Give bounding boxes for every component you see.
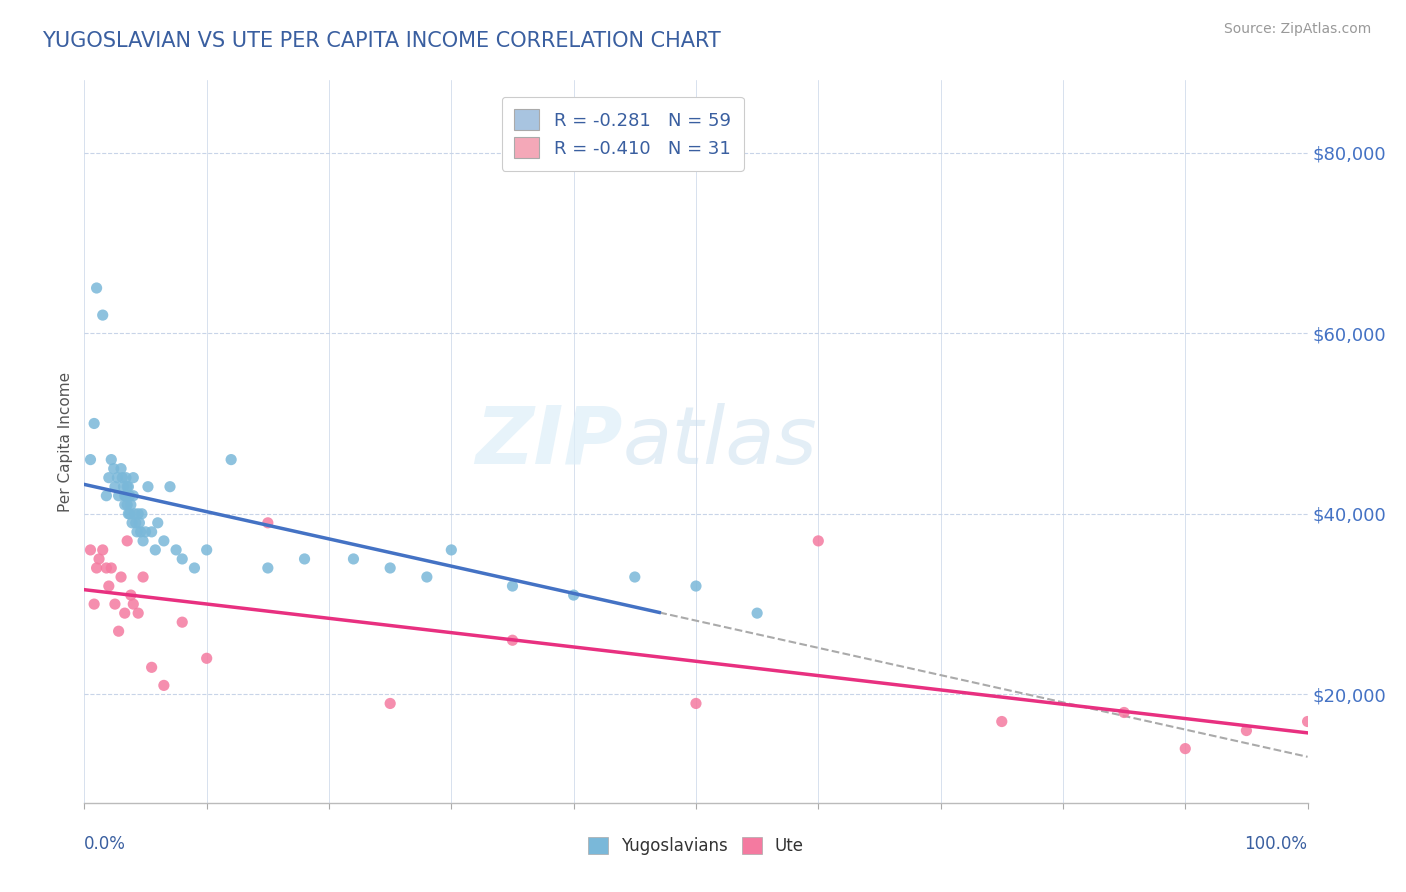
- Point: [112, 480, 135, 494]
- Point: [127, 507, 149, 521]
- Point: [172, 615, 194, 630]
- Point: [502, 579, 524, 593]
- Text: ZIP: ZIP: [475, 402, 623, 481]
- Point: [79, 542, 101, 557]
- Point: [107, 624, 129, 639]
- Point: [294, 552, 316, 566]
- Point: [624, 570, 647, 584]
- Point: [91, 308, 114, 322]
- Point: [110, 570, 132, 584]
- Point: [97, 470, 120, 484]
- Point: [97, 579, 120, 593]
- Point: [153, 533, 176, 548]
- Point: [129, 524, 152, 539]
- Point: [114, 498, 136, 512]
- Point: [685, 697, 707, 711]
- Point: [127, 606, 149, 620]
- Point: [380, 697, 402, 711]
- Text: 100.0%: 100.0%: [1244, 835, 1308, 854]
- Point: [115, 498, 138, 512]
- Point: [100, 452, 122, 467]
- Point: [1236, 723, 1258, 738]
- Point: [183, 561, 205, 575]
- Point: [79, 452, 101, 467]
- Point: [991, 714, 1014, 729]
- Point: [91, 542, 114, 557]
- Point: [136, 480, 159, 494]
- Point: [159, 480, 181, 494]
- Text: YUGOSLAVIAN VS UTE PER CAPITA INCOME CORRELATION CHART: YUGOSLAVIAN VS UTE PER CAPITA INCOME COR…: [42, 31, 721, 51]
- Point: [128, 516, 150, 530]
- Point: [86, 281, 108, 295]
- Point: [105, 470, 128, 484]
- Point: [562, 588, 585, 602]
- Text: Source: ZipAtlas.com: Source: ZipAtlas.com: [1223, 22, 1371, 37]
- Point: [104, 597, 127, 611]
- Point: [807, 533, 830, 548]
- Point: [118, 489, 141, 503]
- Point: [380, 561, 402, 575]
- Point: [96, 489, 118, 503]
- Point: [83, 597, 105, 611]
- Point: [114, 489, 136, 503]
- Point: [143, 542, 166, 557]
- Point: [257, 516, 280, 530]
- Legend: Yugoslavians, Ute: Yugoslavians, Ute: [579, 829, 813, 863]
- Point: [195, 542, 218, 557]
- Point: [120, 588, 142, 602]
- Point: [115, 480, 138, 494]
- Point: [114, 606, 136, 620]
- Point: [100, 561, 122, 575]
- Y-axis label: Per Capita Income: Per Capita Income: [58, 371, 73, 512]
- Point: [257, 561, 280, 575]
- Point: [125, 516, 148, 530]
- Point: [122, 489, 145, 503]
- Text: 0.0%: 0.0%: [84, 835, 127, 854]
- Point: [141, 524, 163, 539]
- Point: [107, 489, 129, 503]
- Point: [96, 561, 118, 575]
- Point: [118, 507, 141, 521]
- Point: [104, 480, 127, 494]
- Point: [1174, 741, 1197, 756]
- Point: [117, 507, 139, 521]
- Point: [219, 452, 242, 467]
- Point: [1296, 714, 1319, 729]
- Point: [125, 524, 148, 539]
- Point: [132, 570, 155, 584]
- Point: [153, 678, 176, 692]
- Point: [195, 651, 218, 665]
- Point: [141, 660, 163, 674]
- Point: [103, 461, 125, 475]
- Point: [124, 507, 146, 521]
- Point: [146, 516, 169, 530]
- Point: [416, 570, 439, 584]
- Point: [172, 552, 194, 566]
- Point: [115, 533, 138, 548]
- Point: [120, 498, 142, 512]
- Point: [685, 579, 707, 593]
- Point: [1114, 706, 1136, 720]
- Point: [86, 561, 108, 575]
- Point: [83, 417, 105, 431]
- Point: [502, 633, 524, 648]
- Point: [131, 507, 153, 521]
- Point: [122, 470, 145, 484]
- Point: [747, 606, 769, 620]
- Point: [111, 470, 134, 484]
- Point: [122, 597, 145, 611]
- Point: [440, 542, 463, 557]
- Point: [135, 524, 157, 539]
- Text: atlas: atlas: [623, 402, 817, 481]
- Point: [165, 542, 187, 557]
- Point: [342, 552, 364, 566]
- Point: [121, 516, 143, 530]
- Point: [115, 489, 138, 503]
- Point: [87, 552, 110, 566]
- Point: [115, 470, 138, 484]
- Point: [117, 480, 139, 494]
- Point: [110, 461, 132, 475]
- Point: [132, 533, 155, 548]
